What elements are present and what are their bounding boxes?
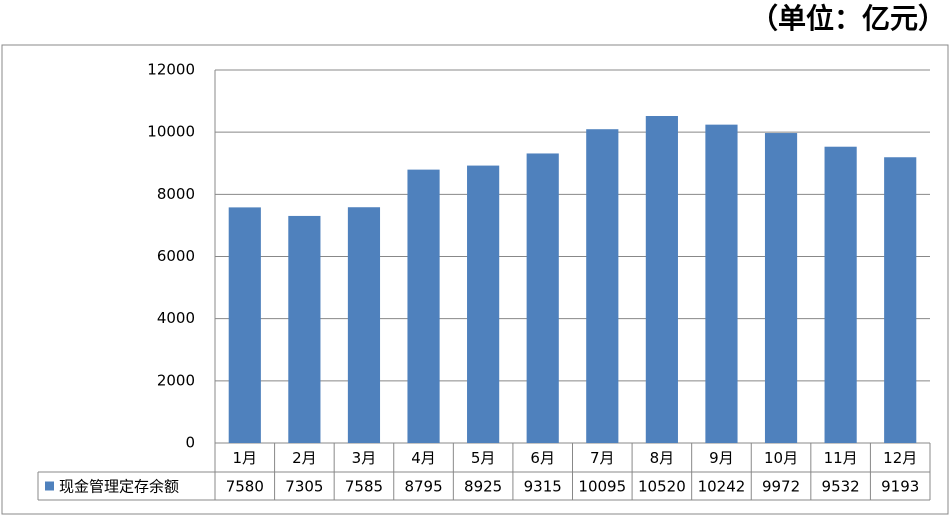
table-value: 8795	[404, 478, 442, 496]
bar	[645, 116, 678, 444]
x-tick-label: 9月	[709, 449, 734, 467]
bar	[288, 215, 321, 443]
table-value: 9315	[524, 478, 562, 496]
x-tick-label: 7月	[590, 449, 615, 467]
y-tick-label: 8000	[157, 185, 195, 203]
y-tick-label: 6000	[157, 247, 195, 265]
y-tick-label: 10000	[147, 123, 195, 141]
table-value: 7585	[345, 478, 383, 496]
table-value: 7305	[285, 478, 323, 496]
x-tick-label: 4月	[411, 449, 436, 467]
table-value: 10242	[698, 478, 746, 496]
table-value: 8925	[464, 478, 502, 496]
x-tick-label: 6月	[530, 449, 555, 467]
x-tick-label: 12月	[883, 449, 917, 467]
table-value: 10520	[638, 478, 686, 496]
x-tick-label: 10月	[764, 449, 798, 467]
x-tick-label: 2月	[292, 449, 317, 467]
legend-swatch	[45, 481, 54, 491]
x-tick-label: 5月	[471, 449, 496, 467]
legend-label: 现金管理定存余额	[59, 478, 179, 496]
y-tick-label: 4000	[157, 309, 195, 327]
x-tick-label: 11月	[824, 449, 858, 467]
bar	[407, 169, 440, 444]
table-value: 7580	[226, 478, 264, 496]
chart-border	[1, 44, 949, 515]
bar	[586, 129, 619, 443]
y-tick-label: 2000	[157, 371, 195, 389]
table-value: 9972	[762, 478, 800, 496]
x-tick-label: 8月	[650, 449, 675, 467]
bar	[764, 133, 798, 444]
x-tick-label: 3月	[352, 449, 377, 467]
y-tick-label: 0	[185, 434, 195, 452]
bar	[347, 207, 381, 443]
unit-label: （单位：亿元）	[750, 2, 946, 35]
bar	[824, 146, 857, 443]
y-tick-label: 12000	[147, 61, 195, 79]
bar	[705, 124, 738, 443]
bar	[228, 207, 261, 443]
bar	[884, 157, 917, 443]
bar	[467, 165, 500, 444]
bar	[526, 153, 559, 444]
table-value: 9532	[822, 478, 860, 496]
table-value: 10095	[578, 478, 626, 496]
table-value: 9193	[881, 478, 919, 496]
x-tick-label: 1月	[233, 449, 258, 467]
